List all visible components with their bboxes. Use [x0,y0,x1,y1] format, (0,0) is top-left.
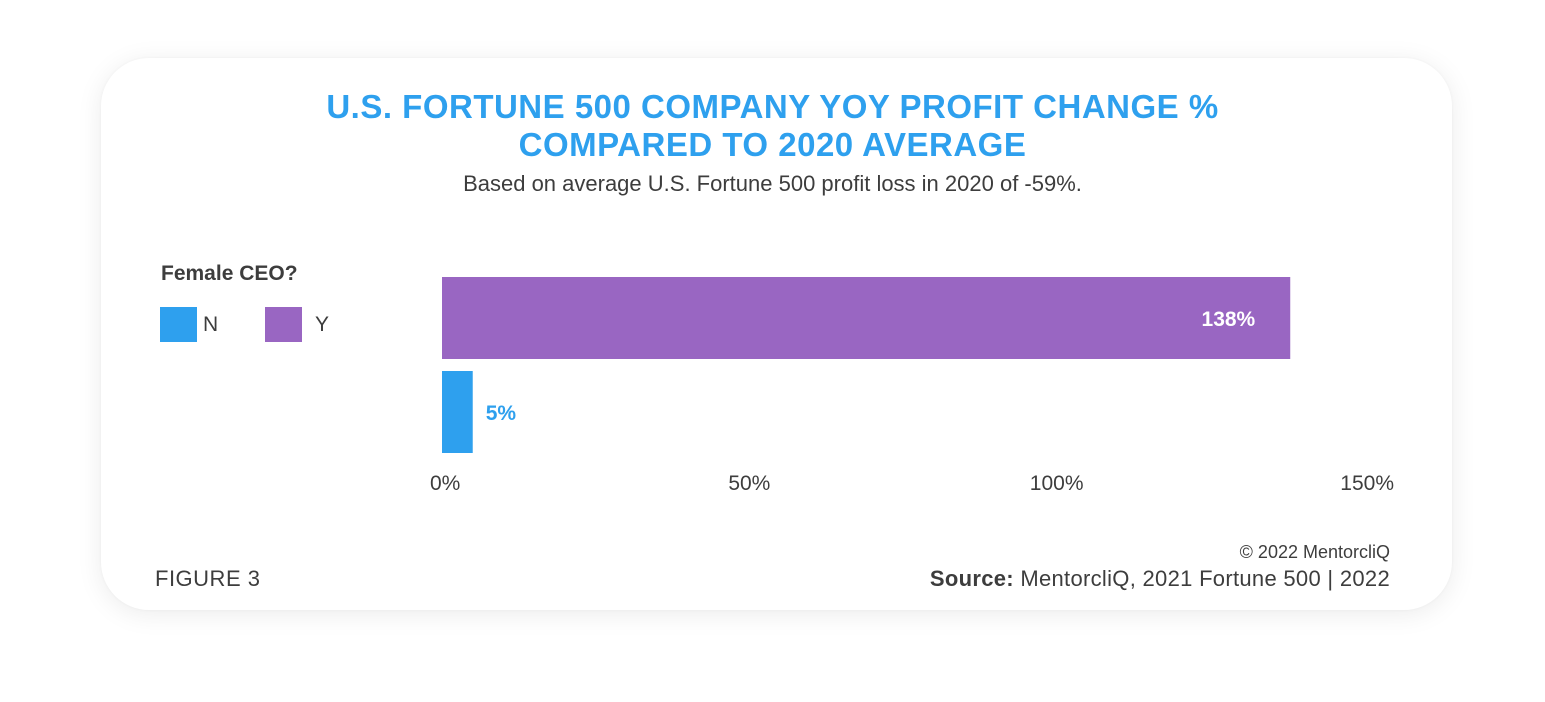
legend-swatch-y [265,307,302,342]
copyright-text: © 2022 MentorcliQ [1239,542,1390,562]
source-credit: Source: MentorcliQ, 2021 Fortune 500 | 2… [930,566,1390,592]
x-tick-label: 150% [1340,472,1394,495]
data-label-n: 5% [486,402,517,425]
legend-swatch-n [160,307,197,342]
bar-n [442,371,473,453]
legend-label-n: N [203,313,219,336]
figure-label: FIGURE 3 [155,566,261,591]
x-tick-label: 50% [728,472,770,495]
source-label: Source: [929,566,1014,591]
source-text: MentorcliQ, 2021 Fortune 500 | 2022 [1013,566,1390,591]
chart-title-line1: U.S. FORTUNE 500 COMPANY YOY PROFIT CHAN… [326,88,1219,125]
bar-y [442,277,1291,359]
chart-title-line2: COMPARED TO 2020 AVERAGE [518,126,1027,163]
x-tick-label: 0% [430,472,460,495]
x-tick-label: 100% [1030,472,1084,495]
legend-label-y: Y [315,313,330,336]
data-label-y: 138% [1202,308,1256,331]
chart-subtitle: Based on average U.S. Fortune 500 profit… [463,171,1082,196]
legend-title: Female CEO? [161,262,298,285]
